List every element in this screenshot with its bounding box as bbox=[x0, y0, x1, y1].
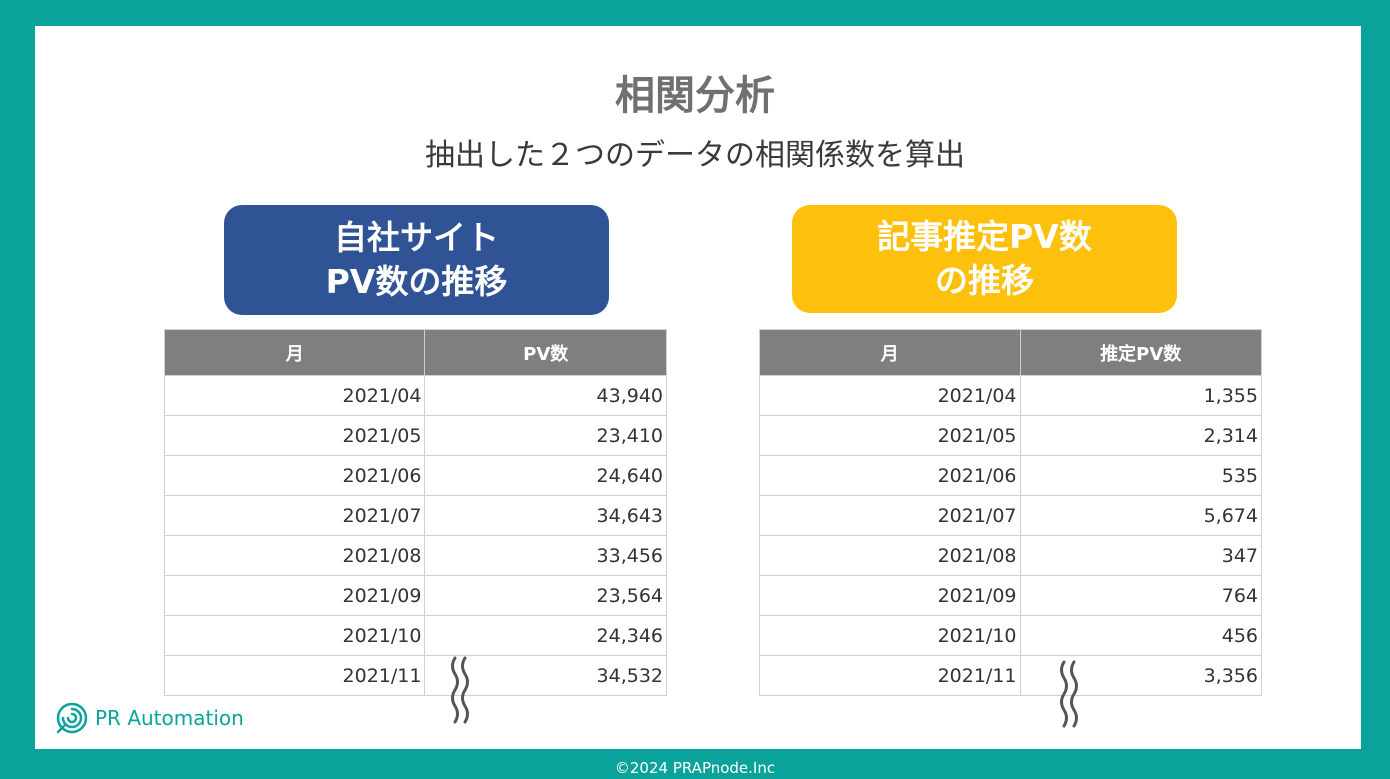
month-cell: 2021/11 bbox=[759, 655, 1021, 696]
estimated-pv-cell: 5,674 bbox=[1019, 495, 1262, 536]
badge-line-2: PV数の推移 bbox=[325, 262, 508, 301]
table-header-row: 月 推定PV数 bbox=[759, 329, 1262, 376]
table-row: 2021/07 34,643 bbox=[163, 495, 667, 536]
month-cell: 2021/05 bbox=[759, 415, 1021, 456]
article-estimated-pv-table: 月 推定PV数 2021/04 1,355 2021/05 2,314 2021/0… bbox=[759, 329, 1262, 696]
month-cell: 2021/10 bbox=[163, 615, 426, 656]
table-row: 2021/05 2,314 bbox=[759, 415, 1262, 456]
month-header: 月 bbox=[759, 329, 1021, 376]
copyright-footer: ©2024 PRAPnode.Inc bbox=[614, 759, 776, 777]
estimated-pv-header: 推定PV数 bbox=[1019, 329, 1262, 376]
month-cell: 2021/09 bbox=[759, 575, 1021, 616]
page-title: 相関分析 bbox=[615, 73, 775, 119]
pv-header: PV数 bbox=[424, 329, 667, 376]
estimated-pv-cell: 764 bbox=[1019, 575, 1262, 616]
table-row: 2021/06 24,640 bbox=[163, 455, 667, 496]
table-row: 2021/09 764 bbox=[759, 575, 1262, 616]
pr-automation-logo: PR Automation bbox=[55, 698, 244, 738]
table-row: 2021/11 34,532 bbox=[163, 655, 667, 696]
own-site-pv-table: 月 PV数 2021/04 43,940 2021/05 23,410 2021/0… bbox=[163, 329, 667, 696]
table-row: 2021/06 535 bbox=[759, 455, 1262, 496]
article-estimated-pv-badge: 記事推定PV数 の推移 bbox=[792, 205, 1177, 313]
estimated-pv-cell: 535 bbox=[1019, 455, 1262, 496]
month-cell: 2021/07 bbox=[759, 495, 1021, 536]
month-header: 月 bbox=[163, 329, 426, 376]
estimated-pv-cell: 2,314 bbox=[1019, 415, 1262, 456]
month-cell: 2021/04 bbox=[759, 375, 1021, 416]
pv-cell: 34,643 bbox=[424, 495, 667, 536]
pv-cell: 24,640 bbox=[424, 455, 667, 496]
logo-text: PR Automation bbox=[95, 706, 244, 730]
month-cell: 2021/05 bbox=[163, 415, 426, 456]
table-row: 2021/11 3,356 bbox=[759, 655, 1262, 696]
table-row: 2021/10 456 bbox=[759, 615, 1262, 656]
month-cell: 2021/10 bbox=[759, 615, 1021, 656]
estimated-pv-cell: 347 bbox=[1019, 535, 1262, 576]
estimated-pv-cell: 1,355 bbox=[1019, 375, 1262, 416]
badge-line-2: の推移 bbox=[935, 261, 1034, 300]
page-subtitle: 抽出した２つのデータの相関係数を算出 bbox=[425, 138, 965, 173]
pv-cell: 23,410 bbox=[424, 415, 667, 456]
month-cell: 2021/04 bbox=[163, 375, 426, 416]
table-row: 2021/07 5,674 bbox=[759, 495, 1262, 536]
month-cell: 2021/07 bbox=[163, 495, 426, 536]
pv-cell: 33,456 bbox=[424, 535, 667, 576]
table-row: 2021/04 1,355 bbox=[759, 375, 1262, 416]
month-cell: 2021/06 bbox=[163, 455, 426, 496]
table-row: 2021/04 43,940 bbox=[163, 375, 667, 416]
estimated-pv-cell: 456 bbox=[1019, 615, 1262, 656]
continuation-wave-icon bbox=[1060, 660, 1078, 728]
table-row: 2021/10 24,346 bbox=[163, 615, 667, 656]
table-row: 2021/08 33,456 bbox=[163, 535, 667, 576]
badge-line-1: 記事推定PV数 bbox=[877, 217, 1092, 256]
pv-cell: 34,532 bbox=[424, 655, 667, 696]
pv-cell: 43,940 bbox=[424, 375, 667, 416]
table-row: 2021/05 23,410 bbox=[163, 415, 667, 456]
month-cell: 2021/11 bbox=[163, 655, 426, 696]
pv-cell: 24,346 bbox=[424, 615, 667, 656]
swirl-logo-icon bbox=[56, 702, 88, 734]
estimated-pv-cell: 3,356 bbox=[1019, 655, 1262, 696]
month-cell: 2021/08 bbox=[759, 535, 1021, 576]
badge-line-1: 自社サイト bbox=[334, 218, 499, 257]
month-cell: 2021/08 bbox=[163, 535, 426, 576]
table-row: 2021/09 23,564 bbox=[163, 575, 667, 616]
table-header-row: 月 PV数 bbox=[163, 329, 667, 376]
pv-cell: 23,564 bbox=[424, 575, 667, 616]
month-cell: 2021/09 bbox=[163, 575, 426, 616]
own-site-pv-badge: 自社サイト PV数の推移 bbox=[224, 205, 609, 315]
table-row: 2021/08 347 bbox=[759, 535, 1262, 576]
continuation-wave-icon bbox=[451, 656, 469, 724]
month-cell: 2021/06 bbox=[759, 455, 1021, 496]
